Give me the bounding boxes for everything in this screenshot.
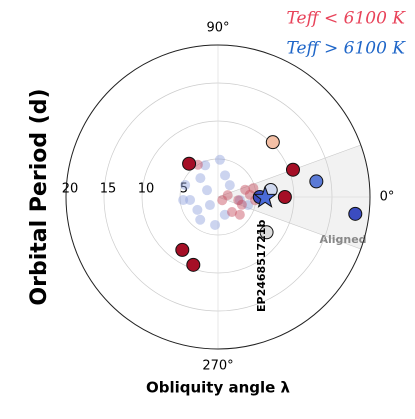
- background-point: [202, 185, 213, 196]
- legend-entry: Teff < 6100 K: [286, 9, 406, 29]
- background-point: [243, 200, 254, 211]
- background-point: [200, 160, 211, 171]
- background-point: [219, 209, 230, 220]
- r-tick-label: 15: [100, 182, 117, 197]
- point: [277, 190, 292, 204]
- background-point: [224, 180, 235, 191]
- point: [265, 135, 280, 150]
- background-point: [233, 195, 244, 206]
- r-tick-label: 10: [138, 182, 155, 197]
- background-point: [185, 194, 196, 205]
- background-point: [210, 219, 221, 230]
- background-point: [240, 184, 251, 195]
- background-point: [195, 173, 206, 184]
- theta-tick-label: 90°: [206, 21, 229, 36]
- background-point: [192, 204, 203, 215]
- point: [309, 174, 324, 189]
- y-axis-label: Orbital Period (d): [27, 88, 52, 305]
- background-point: [217, 195, 228, 206]
- background-point: [248, 183, 259, 194]
- point: [186, 257, 201, 272]
- theta-tick-label: 0°: [380, 190, 395, 205]
- theta-tick-label: 270°: [202, 359, 233, 374]
- point: [182, 156, 197, 171]
- r-tick-label: 20: [62, 182, 79, 197]
- background-point: [244, 189, 255, 200]
- background-point: [234, 195, 245, 206]
- background-point: [214, 154, 225, 165]
- background-point: [178, 195, 189, 206]
- legend-entry: Teff > 6100 K: [286, 39, 406, 59]
- background-point: [226, 207, 237, 218]
- background-point: [220, 170, 231, 181]
- point: [175, 242, 190, 257]
- aligned-label: Aligned: [319, 233, 366, 246]
- x-axis-label: Obliquity angle λ: [146, 379, 291, 397]
- background-point: [180, 180, 191, 191]
- point: [285, 162, 300, 177]
- highlight-star: [253, 185, 278, 208]
- r-tick-label: 5: [180, 182, 188, 197]
- point: [348, 206, 363, 221]
- background-point: [234, 209, 245, 220]
- point: [259, 225, 274, 240]
- polar-frame: [65, 44, 371, 350]
- background-point: [195, 214, 206, 225]
- background-point: [204, 200, 215, 211]
- background-point: [222, 190, 233, 201]
- highlight-label: EP246851721b: [255, 220, 268, 312]
- background-point: [236, 199, 247, 210]
